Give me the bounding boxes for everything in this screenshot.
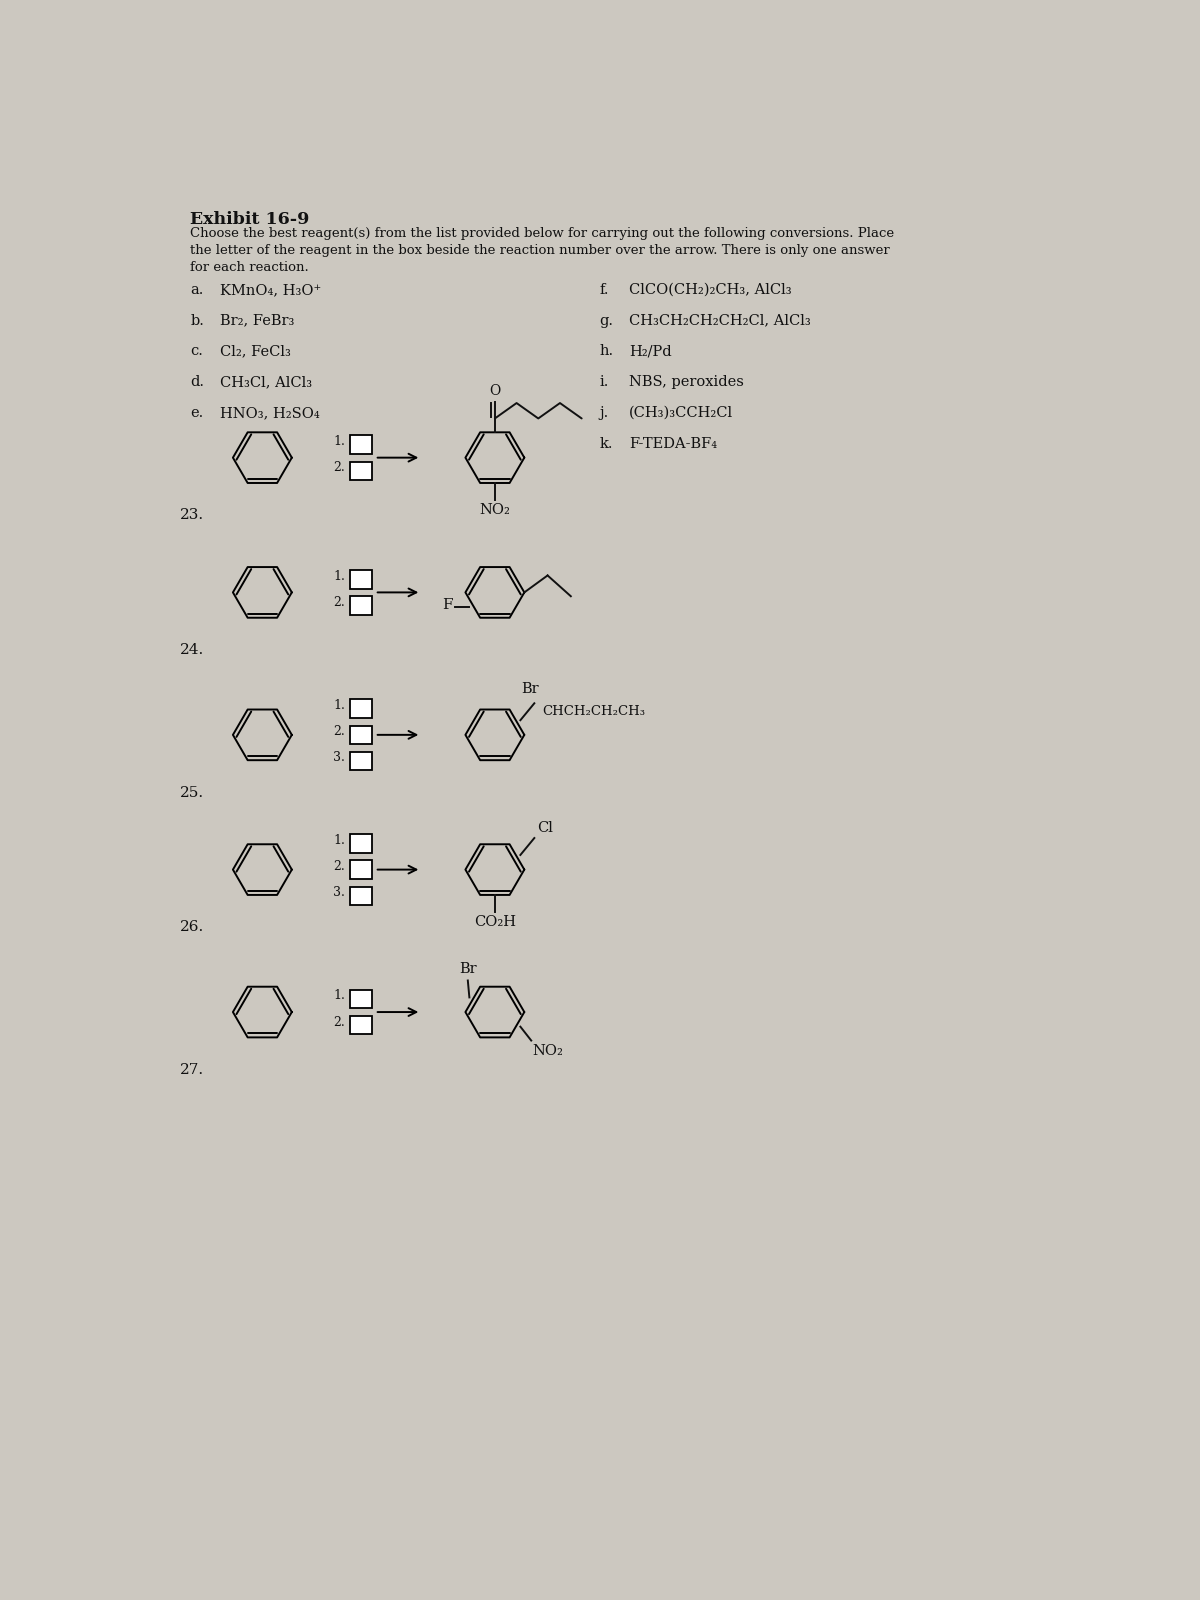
Bar bbox=[350, 990, 372, 1008]
Bar bbox=[350, 726, 372, 744]
Text: 25.: 25. bbox=[180, 786, 204, 800]
Text: H₂/Pd: H₂/Pd bbox=[629, 344, 672, 358]
Text: NO₂: NO₂ bbox=[533, 1043, 564, 1058]
Text: 2.: 2. bbox=[334, 461, 346, 474]
Text: 3.: 3. bbox=[334, 752, 346, 765]
Text: CH₃CH₂CH₂CH₂Cl, AlCl₃: CH₃CH₂CH₂CH₂Cl, AlCl₃ bbox=[629, 314, 811, 328]
Bar bbox=[350, 461, 372, 480]
Text: 1.: 1. bbox=[334, 834, 346, 846]
Text: for each reaction.: for each reaction. bbox=[191, 261, 310, 274]
Text: h.: h. bbox=[600, 344, 613, 358]
Text: Cl: Cl bbox=[538, 821, 553, 835]
Text: Cl₂, FeCl₃: Cl₂, FeCl₃ bbox=[220, 344, 290, 358]
Text: d.: d. bbox=[191, 376, 204, 389]
Text: 2.: 2. bbox=[334, 1016, 346, 1029]
Text: e.: e. bbox=[191, 406, 204, 421]
Text: NO₂: NO₂ bbox=[480, 502, 510, 517]
Text: 2.: 2. bbox=[334, 861, 346, 874]
Text: F: F bbox=[442, 598, 452, 613]
Text: 2.: 2. bbox=[334, 725, 346, 738]
Text: 26.: 26. bbox=[180, 920, 204, 934]
Text: 24.: 24. bbox=[180, 643, 204, 658]
Bar bbox=[350, 435, 372, 454]
Text: 1.: 1. bbox=[334, 699, 346, 712]
Text: 23.: 23. bbox=[180, 509, 204, 523]
Text: Exhibit 16-9: Exhibit 16-9 bbox=[191, 211, 310, 229]
Text: j.: j. bbox=[600, 406, 608, 421]
Text: CHCH₂CH₂CH₃: CHCH₂CH₂CH₃ bbox=[542, 706, 646, 718]
Text: i.: i. bbox=[600, 376, 608, 389]
Text: CH₃Cl, AlCl₃: CH₃Cl, AlCl₃ bbox=[220, 376, 312, 389]
Text: 1.: 1. bbox=[334, 989, 346, 1002]
Text: 1.: 1. bbox=[334, 570, 346, 582]
Text: O: O bbox=[490, 384, 500, 398]
Text: Br₂, FeBr₃: Br₂, FeBr₃ bbox=[220, 314, 294, 328]
Text: 3.: 3. bbox=[334, 886, 346, 899]
Text: 1.: 1. bbox=[334, 435, 346, 448]
Bar bbox=[350, 597, 372, 614]
Text: (CH₃)₃CCH₂Cl: (CH₃)₃CCH₂Cl bbox=[629, 406, 733, 421]
Text: k.: k. bbox=[600, 437, 613, 451]
Text: Br: Br bbox=[460, 962, 476, 976]
Bar bbox=[350, 752, 372, 770]
Text: b.: b. bbox=[191, 314, 204, 328]
Text: g.: g. bbox=[600, 314, 613, 328]
Text: Br: Br bbox=[522, 682, 539, 696]
Text: F-TEDA-BF₄: F-TEDA-BF₄ bbox=[629, 437, 718, 451]
Text: a.: a. bbox=[191, 283, 204, 298]
Text: 2.: 2. bbox=[334, 595, 346, 610]
Text: Choose the best reagent(s) from the list provided below for carrying out the fol: Choose the best reagent(s) from the list… bbox=[191, 227, 894, 240]
Text: c.: c. bbox=[191, 344, 203, 358]
Bar bbox=[350, 570, 372, 589]
Bar bbox=[350, 1016, 372, 1034]
Text: NBS, peroxides: NBS, peroxides bbox=[629, 376, 744, 389]
Text: CO₂H: CO₂H bbox=[474, 915, 516, 930]
Bar bbox=[350, 834, 372, 853]
Text: KMnO₄, H₃O⁺: KMnO₄, H₃O⁺ bbox=[220, 283, 322, 298]
Bar bbox=[350, 861, 372, 878]
Text: f.: f. bbox=[600, 283, 610, 298]
Text: ClCO(CH₂)₂CH₃, AlCl₃: ClCO(CH₂)₂CH₃, AlCl₃ bbox=[629, 283, 792, 298]
Text: 27.: 27. bbox=[180, 1062, 204, 1077]
Bar bbox=[350, 886, 372, 906]
Text: HNO₃, H₂SO₄: HNO₃, H₂SO₄ bbox=[220, 406, 319, 421]
Bar bbox=[350, 699, 372, 718]
Text: the letter of the reagent in the box beside the reaction number over the arrow. : the letter of the reagent in the box bes… bbox=[191, 243, 890, 256]
